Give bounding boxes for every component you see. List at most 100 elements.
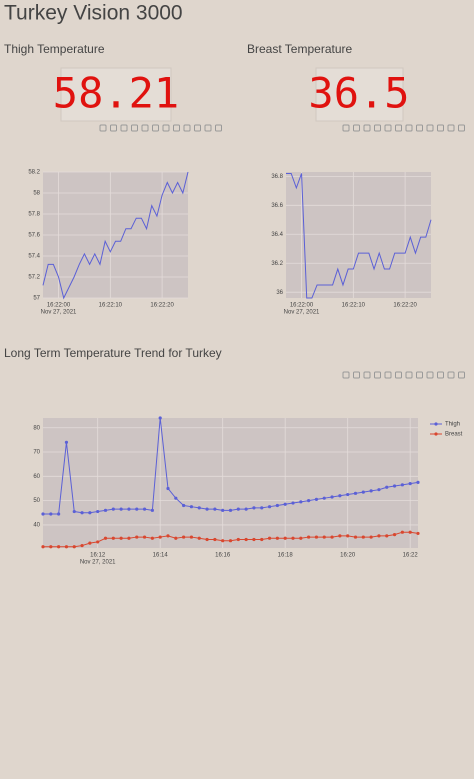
panel-heading: Thigh Temperature	[4, 42, 105, 56]
modebar-button[interactable]	[131, 124, 138, 132]
modebar-button[interactable]	[204, 124, 212, 132]
marker	[135, 507, 139, 511]
modebar-button[interactable]	[426, 371, 434, 379]
marker	[400, 483, 404, 487]
marker	[213, 507, 217, 511]
marker	[361, 490, 365, 494]
modebar-button[interactable]	[437, 124, 444, 132]
display-box	[60, 67, 172, 122]
plot-layer	[286, 172, 432, 299]
marker	[275, 536, 279, 540]
marker	[385, 485, 389, 489]
modebar-button[interactable]	[395, 124, 402, 132]
marker	[392, 533, 397, 537]
marker	[400, 530, 404, 534]
modebar-button[interactable]	[395, 371, 402, 379]
marker	[158, 416, 162, 420]
modebar-button[interactable]	[405, 371, 413, 379]
modebar-button[interactable]	[384, 371, 392, 379]
marker	[392, 484, 397, 488]
y-tick-label: 50	[33, 498, 40, 504]
marker	[96, 540, 100, 544]
y-tick-label: 80	[33, 425, 40, 431]
x-tick-label: 16:14	[153, 553, 169, 559]
marker	[64, 440, 69, 444]
x-tick-label: 16:18	[278, 553, 294, 559]
marker	[291, 536, 295, 540]
modebar-button[interactable]	[374, 371, 381, 379]
marker	[41, 512, 45, 516]
marker	[330, 535, 334, 539]
modebar-button[interactable]	[458, 124, 465, 132]
modebar-button[interactable]	[363, 124, 371, 132]
y-tick-label: 57.4	[28, 254, 40, 260]
marker	[267, 536, 272, 540]
marker	[96, 509, 100, 514]
legend-marker	[434, 422, 438, 426]
y-tick-label: 36.2	[271, 261, 283, 267]
marker	[307, 535, 311, 539]
marker	[236, 537, 240, 542]
modebar-button[interactable]	[162, 124, 170, 132]
x-tick-label: 16:12	[90, 553, 106, 559]
modebar-button[interactable]	[405, 124, 413, 132]
modebar-button[interactable]	[447, 371, 455, 379]
modebar-button[interactable]	[384, 124, 392, 132]
marker	[127, 536, 131, 540]
modebar-button[interactable]	[342, 124, 350, 132]
marker	[197, 536, 201, 540]
modebar-button[interactable]	[437, 371, 444, 379]
marker	[252, 506, 256, 510]
modebar-button[interactable]	[342, 371, 350, 379]
temperature-display: 36.5	[308, 69, 409, 118]
modebar-button[interactable]	[215, 124, 222, 132]
modebar-button[interactable]	[426, 124, 434, 132]
marker	[322, 496, 326, 500]
marker	[346, 534, 350, 538]
x-tick-label: 16:16	[215, 553, 231, 559]
modebar-button[interactable]	[173, 124, 180, 132]
modebar-button[interactable]	[183, 124, 191, 132]
marker	[57, 545, 61, 549]
modebar-button[interactable]	[353, 124, 360, 132]
x-tick-label: 16:22:20	[150, 303, 174, 309]
modebar-button[interactable]	[374, 124, 381, 132]
modebar-button[interactable]	[353, 371, 360, 379]
marker	[291, 501, 295, 505]
modebar-button[interactable]	[363, 371, 371, 379]
modebar-button[interactable]	[141, 124, 149, 132]
marker	[338, 494, 342, 498]
modebar-button[interactable]	[416, 124, 423, 132]
marker	[111, 507, 115, 511]
y-tick-label: 70	[33, 450, 40, 456]
display-box	[315, 67, 404, 122]
x-date-label: Nov 27, 2021	[80, 560, 116, 566]
section-heading: Long Term Temperature Trend for Turkey	[4, 346, 222, 360]
modebar-button[interactable]	[194, 124, 201, 132]
y-tick-label: 58.2	[28, 170, 40, 176]
marker	[353, 535, 358, 539]
y-tick-label: 57.8	[28, 212, 40, 218]
marker	[353, 491, 358, 495]
marker	[221, 539, 225, 543]
modebar-button[interactable]	[110, 124, 117, 132]
modebar-button[interactable]	[152, 124, 159, 132]
marker	[119, 536, 123, 540]
y-tick-label: 36.6	[271, 203, 283, 209]
modebar-button[interactable]	[458, 371, 465, 379]
marker	[103, 508, 108, 512]
modebar-button[interactable]	[447, 124, 455, 132]
modebar-button[interactable]	[120, 124, 128, 132]
marker	[182, 535, 186, 539]
modebar-button[interactable]	[99, 124, 107, 132]
modebar-button[interactable]	[416, 371, 423, 379]
marker	[244, 537, 248, 542]
marker	[205, 537, 209, 542]
marker	[252, 537, 256, 542]
marker	[299, 536, 303, 540]
marker	[182, 503, 186, 508]
marker	[111, 536, 115, 540]
marker	[135, 535, 139, 539]
